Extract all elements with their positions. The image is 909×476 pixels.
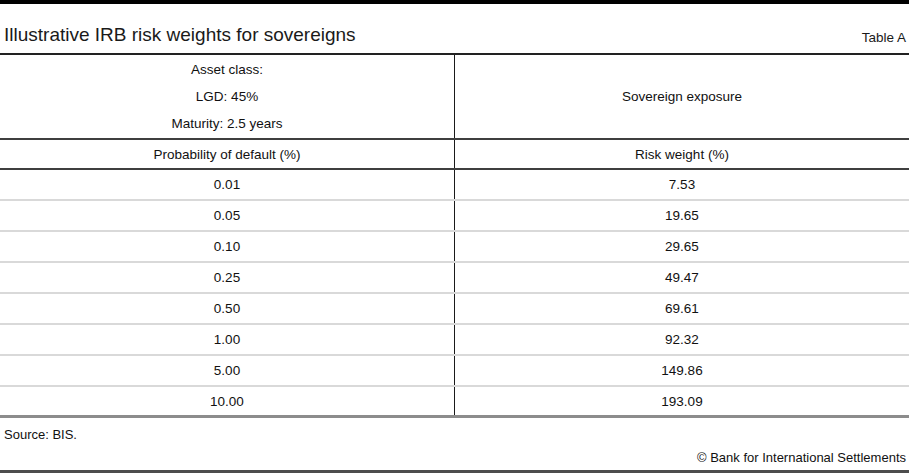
pd-value: 0.01 bbox=[0, 170, 455, 199]
table-row: 1.0092.32 bbox=[0, 325, 909, 356]
risk-weight-value: 7.53 bbox=[455, 170, 909, 199]
pd-value: 0.05 bbox=[0, 201, 455, 230]
title-row: Illustrative IRB risk weights for sovere… bbox=[0, 4, 909, 53]
table-row: 0.2549.47 bbox=[0, 263, 909, 294]
table-row: 0.0519.65 bbox=[0, 201, 909, 232]
risk-weight-value: 193.09 bbox=[455, 387, 909, 415]
pd-value: 1.00 bbox=[0, 325, 455, 354]
table-row: 5.00149.86 bbox=[0, 356, 909, 387]
pd-value: 0.10 bbox=[0, 232, 455, 261]
bis-table-page: Illustrative IRB risk weights for sovere… bbox=[0, 0, 909, 476]
pd-value: 5.00 bbox=[0, 356, 455, 385]
column-header-row: Probability of default (%) Risk weight (… bbox=[0, 140, 909, 170]
page-title: Illustrative IRB risk weights for sovere… bbox=[4, 24, 356, 46]
table-row: 0.5069.61 bbox=[0, 294, 909, 325]
pd-value: 10.00 bbox=[0, 387, 455, 415]
bottom-rule bbox=[0, 470, 909, 473]
risk-weight-value: 92.32 bbox=[455, 325, 909, 354]
table-body: 0.017.530.0519.650.1029.650.2549.470.506… bbox=[0, 170, 909, 418]
risk-weight-value: 49.47 bbox=[455, 263, 909, 292]
table-row: 10.00193.09 bbox=[0, 387, 909, 418]
table-row: 0.017.53 bbox=[0, 170, 909, 201]
column-header-risk-weight: Risk weight (%) bbox=[455, 140, 909, 168]
risk-weights-table: Asset class: LGD: 45% Maturity: 2.5 year… bbox=[0, 53, 909, 418]
risk-weight-value: 69.61 bbox=[455, 294, 909, 323]
pd-value: 0.25 bbox=[0, 263, 455, 292]
exposure-cell: Sovereign exposure bbox=[455, 55, 909, 138]
table-row: 0.1029.65 bbox=[0, 232, 909, 263]
table-label: Table A bbox=[862, 30, 906, 46]
source-note: Source: BIS. bbox=[0, 427, 909, 442]
lgd-line: LGD: 45% bbox=[196, 83, 258, 110]
column-header-pd: Probability of default (%) bbox=[0, 140, 455, 168]
table-meta-row: Asset class: LGD: 45% Maturity: 2.5 year… bbox=[0, 55, 909, 140]
risk-weight-value: 29.65 bbox=[455, 232, 909, 261]
copyright-note: © Bank for International Settlements bbox=[697, 450, 906, 465]
asset-class-cell: Asset class: LGD: 45% Maturity: 2.5 year… bbox=[0, 55, 455, 138]
maturity-line: Maturity: 2.5 years bbox=[171, 110, 282, 137]
pd-value: 0.50 bbox=[0, 294, 455, 323]
risk-weight-value: 149.86 bbox=[455, 356, 909, 385]
risk-weight-value: 19.65 bbox=[455, 201, 909, 230]
asset-class-line: Asset class: bbox=[191, 56, 263, 83]
